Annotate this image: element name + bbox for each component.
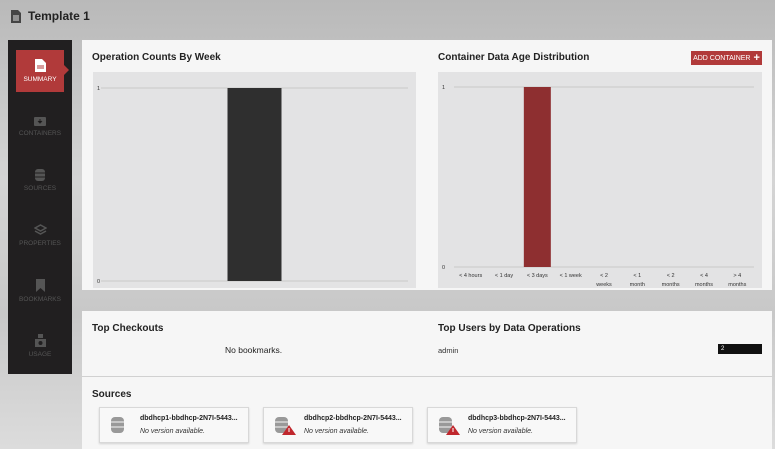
bookmark-icon	[35, 278, 45, 292]
stats-panel	[82, 311, 772, 376]
database-icon	[111, 417, 124, 433]
top-checkouts-title: Top Checkouts	[92, 323, 164, 334]
page-header: Template 1	[10, 6, 90, 26]
sidebar: SUMMARY CONTAINERS SOURCES PROPERTIES BO…	[8, 40, 72, 374]
page-title: Template 1	[28, 9, 90, 23]
user-name: admin	[438, 346, 459, 355]
source-name[interactable]: dbdhcp1-bbdhcp-2N7I-5443...	[140, 415, 238, 422]
x-tick-label: weeks	[595, 282, 612, 288]
add-container-label: ADD CONTAINER	[693, 54, 751, 62]
sidebar-item-label: PROPERTIES	[19, 240, 61, 247]
source-card[interactable]: dbdhcp2-bbdhcp-2N7I-5443... No version a…	[263, 407, 413, 443]
sidebar-item-label: SOURCES	[23, 185, 57, 192]
x-tick-label: months	[728, 282, 746, 288]
sidebar-item-summary[interactable]: SUMMARY	[16, 50, 69, 92]
x-tick-label: < 1	[633, 273, 641, 279]
chart-svg: 0 1 < 4 hours < 1 day < 3 days < 1 week < 2 wee…	[442, 85, 754, 288]
bar	[227, 88, 282, 281]
container-age-chart: 0 1 < 4 hours < 1 day < 3 days < 1 week < 2 wee…	[438, 72, 762, 288]
warning-icon	[282, 425, 296, 435]
top-users-title: Top Users by Data Operations	[438, 323, 581, 334]
sidebar-item-bookmarks[interactable]: BOOKMARKS	[16, 270, 64, 312]
bar	[523, 87, 551, 267]
document-icon	[11, 9, 21, 23]
sidebar-item-properties[interactable]: PROPERTIES	[16, 215, 64, 257]
warning-icon	[446, 425, 460, 435]
source-version: No version available.	[140, 428, 205, 435]
no-bookmarks-text: No bookmarks.	[225, 345, 283, 355]
y-tick-label: 1	[442, 85, 445, 91]
x-tick-label: < 1 week	[560, 273, 582, 279]
source-name[interactable]: dbdhcp2-bbdhcp-2N7I-5443...	[304, 415, 402, 422]
sidebar-item-label: USAGE	[28, 350, 52, 358]
sources-title: Sources	[92, 389, 132, 400]
x-tick-label: < 2	[600, 273, 608, 279]
sidebar-item-usage[interactable]: USAGE	[16, 325, 64, 367]
x-tick-label: < 1 day	[495, 273, 513, 279]
container-age-title: Container Data Age Distribution	[438, 52, 590, 63]
sidebar-item-sources[interactable]: SOURCES	[16, 160, 64, 202]
y-tick-label: 1	[97, 86, 100, 92]
y-tick-label: 0	[442, 265, 445, 271]
x-tick-label: months	[695, 282, 713, 288]
layers-icon	[33, 224, 47, 235]
y-tick-label: 0	[97, 279, 100, 285]
x-tick-label: months	[662, 282, 680, 288]
x-tick-label: < 3 days	[527, 273, 548, 279]
sidebar-item-label: BOOKMARKS	[19, 295, 61, 303]
sidebar-item-label: SUMMARY	[23, 75, 57, 83]
source-version: No version available.	[468, 428, 533, 435]
sidebar-item-label: CONTAINERS	[18, 129, 62, 137]
database-icon	[275, 417, 296, 435]
x-tick-label: > 4	[733, 273, 741, 279]
source-card[interactable]: dbdhcp1-bbdhcp-2N7I-5443... No version a…	[99, 407, 249, 443]
document-icon	[34, 58, 46, 72]
sidebar-item-containers[interactable]: CONTAINERS	[16, 105, 64, 147]
chart-svg: 01	[97, 86, 408, 285]
operation-counts-title: Operation Counts By Week	[92, 52, 221, 63]
x-tick-label: month	[630, 282, 645, 288]
source-name[interactable]: dbdhcp3-bbdhcp-2N7I-5443...	[468, 415, 566, 422]
database-icon	[35, 169, 45, 181]
user-count-bar: 2	[718, 344, 762, 354]
x-tick-label: < 2	[667, 273, 675, 279]
plus-icon: +	[753, 52, 760, 64]
x-tick-label: < 4 hours	[459, 273, 482, 279]
source-version: No version available.	[304, 428, 369, 435]
add-container-button[interactable]: ADD CONTAINER +	[691, 51, 762, 65]
source-card[interactable]: dbdhcp3-bbdhcp-2N7I-5443... No version a…	[427, 407, 577, 443]
usage-icon	[34, 333, 46, 347]
x-tick-label: < 4	[700, 273, 708, 279]
container-icon	[34, 116, 46, 126]
database-icon	[439, 417, 460, 435]
